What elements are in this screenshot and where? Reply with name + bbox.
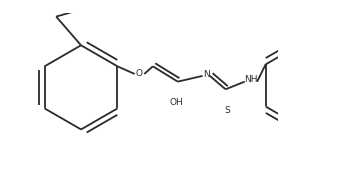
Text: N: N bbox=[203, 70, 210, 79]
Text: S: S bbox=[225, 106, 230, 115]
Text: NH: NH bbox=[244, 75, 257, 84]
Text: O: O bbox=[136, 69, 143, 78]
Text: OH: OH bbox=[170, 98, 184, 107]
Text: NO$_2$: NO$_2$ bbox=[354, 122, 355, 134]
